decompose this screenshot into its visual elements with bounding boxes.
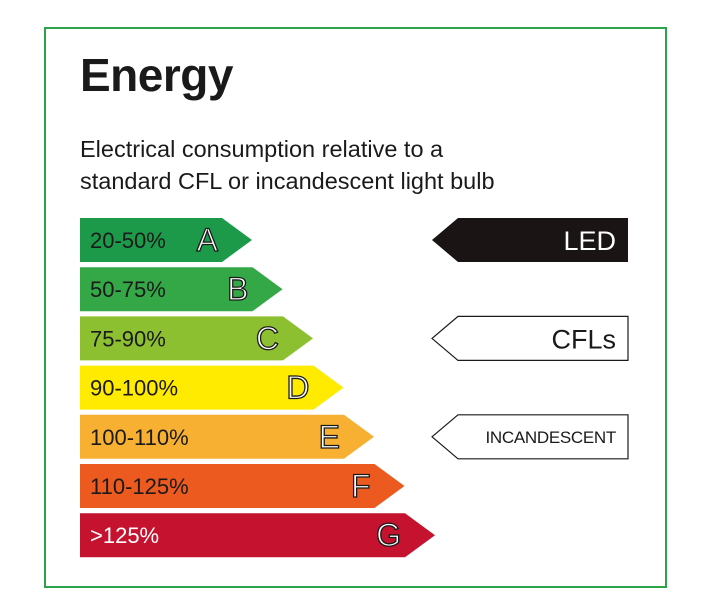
band-letter: B [227,271,248,307]
band-range-label: 110-125% [90,474,189,499]
band-range-label: 100-110% [90,425,189,450]
energy-band-f: 110-125% F [80,464,405,508]
band-arrow [80,267,283,312]
band-letter: G [376,517,401,553]
band-range-label: 90-100% [90,376,178,401]
band-range-label: 75-90% [90,326,166,351]
energy-band-e: 100-110% E [80,414,374,459]
band-letter: F [351,468,371,504]
subtitle-line: standard CFL or incandescent light bulb [80,168,495,194]
indicator-label: INCANDESCENT [485,428,616,447]
indicator-arrow [431,414,629,460]
energy-band-g: >125% G [80,513,435,558]
indicator-led: LED [432,218,628,262]
band-arrow [80,513,435,558]
indicator-incandescent: INCANDESCENT [431,414,629,460]
label-subtitle: Electrical consumption relative to a sta… [80,133,620,197]
indicator-arrow [431,315,629,361]
band-letter: D [286,370,309,406]
band-letter: C [256,320,279,356]
subtitle-line: Electrical consumption relative to a [80,136,444,162]
label-frame [44,27,667,588]
band-range-label: >125% [90,523,159,548]
indicator-label: CFLs [551,324,616,354]
band-arrow [80,464,405,508]
band-arrow [80,414,374,459]
band-letter: E [319,419,340,455]
band-range-label: 20-50% [90,228,166,253]
energy-band-d: 90-100% D [80,365,344,410]
band-arrow [80,316,313,361]
label-title: Energy [80,49,233,101]
energy-band-b: 50-75% B [80,267,283,312]
indicator-cfls: CFLs [431,315,629,361]
energy-band-c: 75-90% C [80,316,313,361]
indicator-label: LED [563,226,616,256]
band-arrow [80,218,252,262]
indicator-arrow [432,218,628,262]
band-arrow [80,365,344,410]
band-range-label: 50-75% [90,277,166,302]
band-letter: A [197,222,219,258]
energy-band-a: 20-50% A [80,218,252,262]
